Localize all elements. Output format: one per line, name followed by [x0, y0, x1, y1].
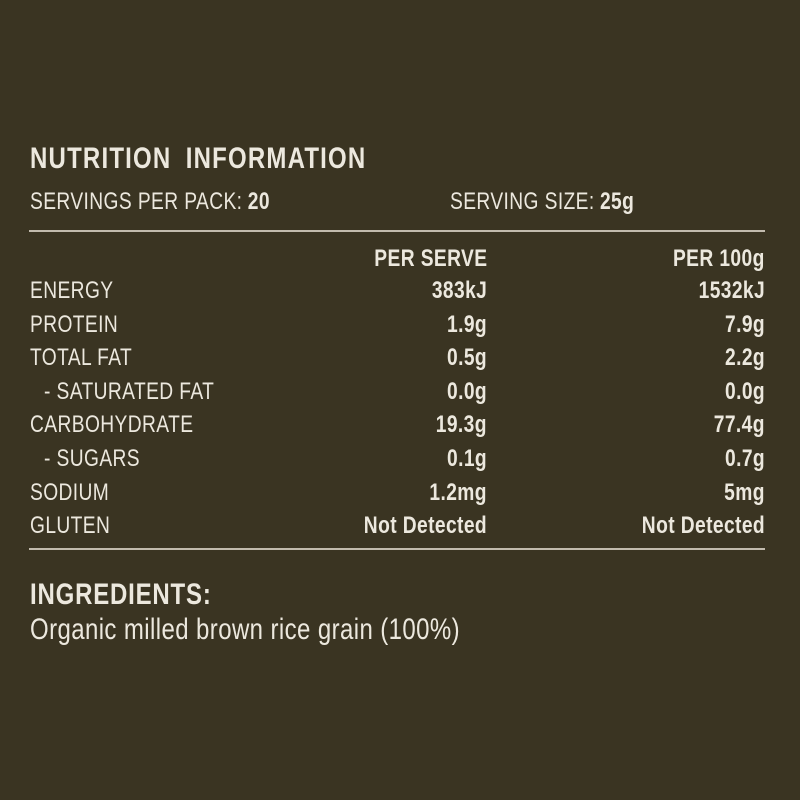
- row-value-per-100g: 0.0g: [724, 377, 765, 405]
- row-value-per-100g: 0.7g: [724, 444, 765, 472]
- table-row-total-fat: TOTAL FAT 0.5g 2.2g: [30, 341, 765, 375]
- row-value-per-100g: 5mg: [724, 478, 765, 506]
- row-value-per-serve: 1.2mg: [429, 478, 487, 506]
- row-value-per-serve: Not Detected: [363, 512, 487, 540]
- table-row-carbohydrate: CARBOHYDRATE 19.3g 77.4g: [30, 408, 765, 442]
- row-label: TOTAL FAT: [30, 344, 133, 372]
- table-row-saturated-fat: - SATURATED FAT 0.0g 0.0g: [30, 375, 765, 409]
- row-label: CARBOHYDRATE: [30, 411, 194, 439]
- column-header-per-serve: PER SERVE: [373, 245, 487, 272]
- table-header-row: PER SERVE PER 100g: [30, 243, 765, 274]
- table-row-protein: PROTEIN 1.9g 7.9g: [30, 308, 765, 342]
- table-row-sodium: SODIUM 1.2mg 5mg: [30, 476, 765, 510]
- row-label: - SUGARS: [44, 444, 141, 472]
- serving-info-row: SERVINGS PER PACK: 20 SERVING SIZE: 25g: [30, 188, 765, 216]
- row-value-per-100g: 2.2g: [724, 344, 765, 372]
- nutrition-information-heading: NUTRITION INFORMATION: [30, 142, 367, 175]
- row-label: SODIUM: [30, 478, 110, 506]
- servings-per-pack-value: 20: [247, 188, 270, 215]
- row-value-per-serve: 0.1g: [446, 444, 487, 472]
- ingredients-heading: INGREDIENTS:: [30, 578, 212, 611]
- table-row-energy: ENERGY 383kJ 1532kJ: [30, 274, 765, 308]
- row-value-per-serve: 1.9g: [446, 310, 487, 338]
- nutrition-table: PER SERVE PER 100g ENERGY 383kJ 1532kJ P…: [30, 243, 765, 543]
- table-row-gluten: GLUTEN Not Detected Not Detected: [30, 509, 765, 543]
- row-value-per-100g: 77.4g: [713, 411, 765, 439]
- serving-size-value: 25g: [599, 188, 635, 215]
- row-value-per-100g: Not Detected: [641, 512, 765, 540]
- row-label: ENERGY: [30, 277, 114, 304]
- row-value-per-serve: 0.5g: [446, 344, 487, 372]
- column-header-per-100g: PER 100g: [673, 245, 765, 272]
- row-value-per-100g: 7.9g: [724, 310, 765, 338]
- ingredients-list: Organic milled brown rice grain (100%): [30, 613, 461, 646]
- page-title: NUTRITION INFORMATION: [30, 142, 451, 176]
- servings-per-pack: SERVINGS PER PACK: 20: [30, 188, 330, 216]
- row-label: - SATURATED FAT: [44, 377, 215, 405]
- row-value-per-serve: 19.3g: [435, 411, 487, 439]
- row-label: GLUTEN: [30, 512, 111, 540]
- servings-per-pack-label: SERVINGS PER PACK:: [30, 188, 243, 215]
- row-value-per-serve: 0.0g: [446, 377, 487, 405]
- row-value-per-100g: 1532kJ: [698, 277, 765, 304]
- top-divider: [29, 230, 765, 232]
- bottom-divider: [29, 548, 765, 550]
- table-row-sugars: - SUGARS 0.1g 0.7g: [30, 442, 765, 476]
- row-label: PROTEIN: [30, 310, 119, 338]
- serving-size: SERVING SIZE: 25g: [450, 188, 680, 216]
- row-value-per-serve: 383kJ: [431, 277, 487, 304]
- header-spacer: [30, 243, 250, 274]
- serving-size-label: SERVING SIZE:: [450, 188, 595, 215]
